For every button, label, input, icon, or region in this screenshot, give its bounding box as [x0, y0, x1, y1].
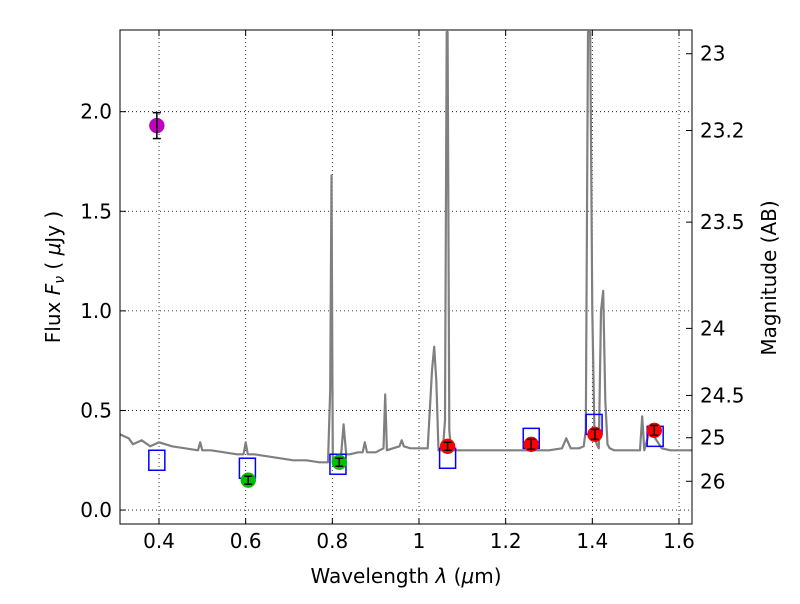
- spectrum-line: [120, 30, 692, 464]
- y-tick-label: 2.0: [80, 100, 112, 124]
- plot-area: [120, 30, 692, 488]
- x-axis-label: Wavelength λ (μm): [310, 564, 501, 588]
- magnitude-axis-label: Magnitude (AB): [757, 200, 781, 355]
- mag-tick-label: 25: [700, 426, 725, 450]
- mag-tick-label: 24.5: [700, 383, 745, 407]
- y-tick-label: 1.0: [80, 299, 112, 323]
- mag-tick-label: 23.5: [700, 210, 745, 234]
- x-tick-label: 1.2: [490, 529, 522, 553]
- x-tick-label: 1.4: [576, 529, 608, 553]
- y-axis-label: Flux Fν ( μJy ): [41, 211, 68, 343]
- y-tick-label: 0.0: [80, 498, 112, 522]
- x-tick-label: 0.8: [316, 529, 348, 553]
- y-tick-label: 1.5: [80, 199, 112, 223]
- mag-tick-label: 23.2: [700, 119, 745, 143]
- y-tick-label: 0.5: [80, 398, 112, 422]
- model-band-box: [148, 449, 166, 472]
- x-tick-label: 1.6: [663, 529, 695, 553]
- mag-tick-label: 24: [700, 316, 725, 340]
- x-tick-label: 0.6: [230, 529, 262, 553]
- grid-lines: [120, 30, 692, 524]
- x-tick-label: 0.4: [143, 529, 175, 553]
- plot-frame: [119, 29, 693, 525]
- x-tick-label: 1: [413, 529, 426, 553]
- mag-tick-label: 23: [700, 42, 725, 66]
- axis-ticks: 0.4 0.6 0.8 1 1.2 1.4 1.6 0.0 0.5 1.0 1.5 2.0 23 23.2…: [80, 30, 745, 553]
- mag-tick-label: 26: [700, 469, 725, 493]
